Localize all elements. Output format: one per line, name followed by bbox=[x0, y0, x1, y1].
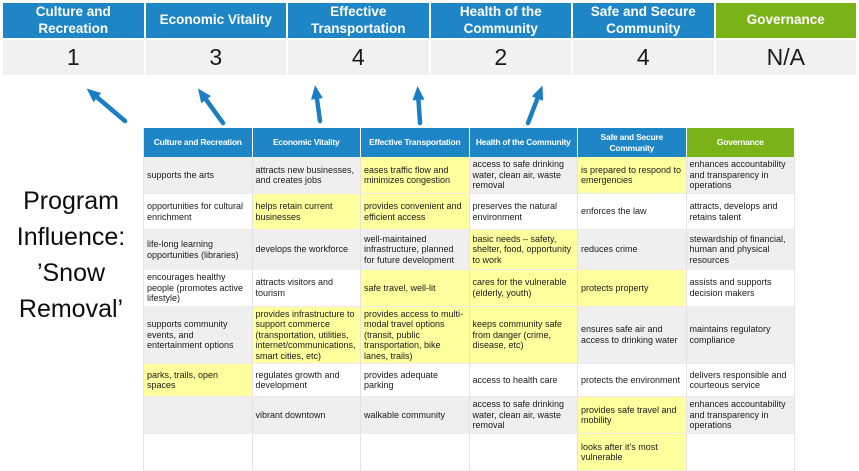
matrix-cell: provides adequate parking bbox=[361, 364, 470, 397]
matrix-cell bbox=[252, 434, 361, 471]
matrix-cell: preserves the natural environment bbox=[469, 194, 578, 230]
matrix-cell: protects property bbox=[578, 270, 687, 307]
matrix-column-header: Governance bbox=[686, 128, 795, 157]
matrix-column-header: Safe and Secure Community bbox=[578, 128, 687, 157]
matrix-cell bbox=[469, 434, 578, 471]
matrix-cell: stewardship of financial, human and phys… bbox=[686, 230, 795, 270]
banner-header: Health of the Community bbox=[430, 3, 571, 38]
matrix-cell: reduces crime bbox=[578, 230, 687, 270]
matrix-cell: life-long learning opportunities (librar… bbox=[144, 230, 253, 270]
matrix-row: vibrant downtown walkable community access… bbox=[144, 397, 795, 434]
matrix-row: opportunities for cultural enrichment hel… bbox=[144, 194, 795, 230]
banner-header: Safe and Secure Community bbox=[573, 3, 714, 38]
matrix-row: life-long learning opportunities (librar… bbox=[144, 230, 795, 270]
matrix-cell: helps retain current businesses bbox=[252, 194, 361, 230]
up-arrow-icon bbox=[311, 85, 323, 124]
banner-score: N/A bbox=[715, 40, 856, 75]
banner-header: Governance bbox=[715, 3, 856, 38]
banner-header: Effective Transportation bbox=[288, 3, 429, 38]
up-arrow-icon bbox=[525, 85, 544, 126]
matrix-cell: attracts, develops and retains talent bbox=[686, 194, 795, 230]
matrix-column-header: Health of the Community bbox=[469, 128, 578, 157]
matrix-cell: develops the workforce bbox=[252, 230, 361, 270]
matrix-cell: access to safe drinking water, clean air… bbox=[469, 157, 578, 194]
matrix-cell: enhances accountability and transparency… bbox=[686, 397, 795, 434]
matrix-cell: attracts visitors and tourism bbox=[252, 270, 361, 307]
matrix-cell: basic needs – safety, shelter, food, opp… bbox=[469, 230, 578, 270]
matrix-row: looks after it's most vulnerable bbox=[144, 434, 795, 471]
banner-header: Economic Vitality bbox=[145, 3, 286, 38]
matrix-cell: ensures safe air and access to drinking … bbox=[578, 306, 687, 364]
matrix-cell: provides infrastructure to support comme… bbox=[252, 306, 361, 364]
matrix-cell: access to health care bbox=[469, 364, 578, 397]
matrix-cell: provides convenient and efficient access bbox=[361, 194, 470, 230]
banner-header: Culture and Recreation bbox=[3, 3, 144, 38]
matrix-cell bbox=[361, 434, 470, 471]
matrix-cell: walkable community bbox=[361, 397, 470, 434]
matrix-column-header: Economic Vitality bbox=[252, 128, 361, 157]
program-influence-label: Program Influence: ’Snow Removal’ bbox=[16, 187, 126, 323]
matrix-cell: provides safe travel and mobility bbox=[578, 397, 687, 434]
matrix-row: supports community events, and entertain… bbox=[144, 306, 795, 364]
matrix-body: supports the arts attracts new businesses… bbox=[144, 157, 795, 471]
matrix-cell: delivers responsible and courteous servi… bbox=[686, 364, 795, 397]
matrix-row: supports the arts attracts new businesses… bbox=[144, 157, 795, 194]
banner-score: 3 bbox=[145, 40, 286, 75]
matrix-cell: provides access to multi-modal travel op… bbox=[361, 306, 470, 364]
banner-score: 4 bbox=[288, 40, 429, 75]
priority-banner: Culture and Recreation Economic Vitality E… bbox=[3, 3, 856, 75]
influence-matrix: Culture and Recreation Economic Vitality E… bbox=[143, 128, 795, 471]
matrix-cell: maintains regulatory compliance bbox=[686, 306, 795, 364]
matrix-cell: parks, trails, open spaces bbox=[144, 364, 253, 397]
matrix-cell: access to safe drinking water, clean air… bbox=[469, 397, 578, 434]
influence-arrows bbox=[86, 85, 544, 126]
matrix-cell: supports the arts bbox=[144, 157, 253, 194]
matrix-cell: supports community events, and entertain… bbox=[144, 306, 253, 364]
matrix-cell: encourages healthy people (promotes acti… bbox=[144, 270, 253, 307]
matrix-cell: opportunities for cultural enrichment bbox=[144, 194, 253, 230]
banner-score: 1 bbox=[3, 40, 144, 75]
matrix-column-header: Effective Transportation bbox=[361, 128, 470, 157]
matrix-row: encourages healthy people (promotes acti… bbox=[144, 270, 795, 307]
matrix-cell: attracts new businesses, and creates job… bbox=[252, 157, 361, 194]
banner-score: 2 bbox=[430, 40, 571, 75]
matrix-cell: eases traffic flow and minimizes congest… bbox=[361, 157, 470, 194]
matrix-cell: cares for the vulnerable (elderly, youth… bbox=[469, 270, 578, 307]
matrix-cell: protects the environment bbox=[578, 364, 687, 397]
matrix-cell: safe travel, well-lit bbox=[361, 270, 470, 307]
up-arrow-icon bbox=[86, 88, 128, 124]
up-arrow-icon bbox=[197, 88, 226, 126]
matrix-header-row: Culture and Recreation Economic Vitality E… bbox=[144, 128, 795, 157]
matrix-cell: enforces the law bbox=[578, 194, 687, 230]
matrix-column-header: Culture and Recreation bbox=[144, 128, 253, 157]
matrix-cell: regulates growth and development bbox=[252, 364, 361, 397]
matrix-cell bbox=[144, 397, 253, 434]
banner-score: 4 bbox=[573, 40, 714, 75]
matrix-cell: vibrant downtown bbox=[252, 397, 361, 434]
matrix-cell: keeps community safe from danger (crime,… bbox=[469, 306, 578, 364]
matrix-cell: assists and supports decision makers bbox=[686, 270, 795, 307]
matrix-row: parks, trails, open spaces regulates grow… bbox=[144, 364, 795, 397]
matrix-cell bbox=[686, 434, 795, 471]
matrix-cell: is prepared to respond to emergencies bbox=[578, 157, 687, 194]
up-arrow-icon bbox=[412, 86, 425, 126]
matrix-cell: looks after it's most vulnerable bbox=[578, 434, 687, 471]
matrix-cell bbox=[144, 434, 253, 471]
matrix-cell: well-maintained infrastructure, planned … bbox=[361, 230, 470, 270]
matrix-cell: enhances accountability and transparency… bbox=[686, 157, 795, 194]
